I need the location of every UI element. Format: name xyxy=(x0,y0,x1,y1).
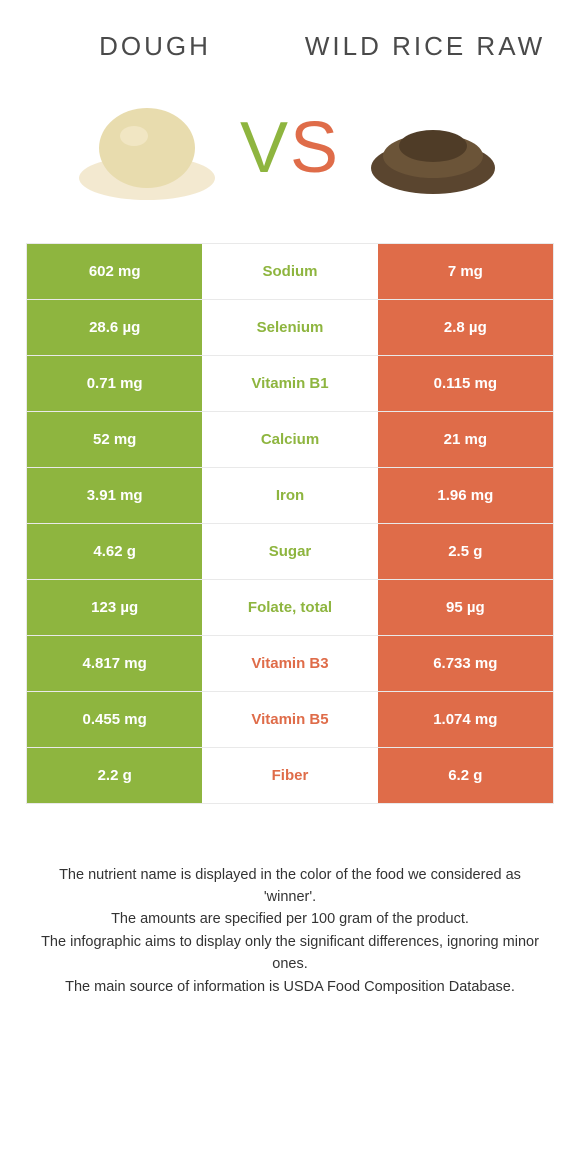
table-row: 602 mgSodium7 mg xyxy=(27,244,553,300)
table-row: 28.6 µgSelenium2.8 µg xyxy=(27,300,553,356)
nutrient-label-cell: Vitamin B1 xyxy=(202,356,377,411)
footer-line: The amounts are specified per 100 gram o… xyxy=(35,908,545,930)
left-value-cell: 602 mg xyxy=(27,244,202,299)
left-food-title: Dough xyxy=(20,30,290,63)
table-row: 0.455 mgVitamin B51.074 mg xyxy=(27,692,553,748)
left-value-cell: 0.455 mg xyxy=(27,692,202,747)
table-row: 4.817 mgVitamin B36.733 mg xyxy=(27,636,553,692)
footer-notes: The nutrient name is displayed in the co… xyxy=(35,864,545,999)
right-value-cell: 0.115 mg xyxy=(378,356,553,411)
left-value-cell: 4.62 g xyxy=(27,524,202,579)
nutrient-label-cell: Sodium xyxy=(202,244,377,299)
left-value-cell: 28.6 µg xyxy=(27,300,202,355)
footer-line: The main source of information is USDA F… xyxy=(35,976,545,998)
table-row: 2.2 gFiber6.2 g xyxy=(27,748,553,804)
left-value-cell: 3.91 mg xyxy=(27,468,202,523)
right-value-cell: 7 mg xyxy=(378,244,553,299)
nutrient-label-cell: Selenium xyxy=(202,300,377,355)
nutrient-label-cell: Fiber xyxy=(202,748,377,803)
right-value-cell: 1.96 mg xyxy=(378,468,553,523)
right-value-cell: 2.8 µg xyxy=(378,300,553,355)
vs-label: VS xyxy=(240,107,340,189)
right-food-title: Wild Rice Raw xyxy=(290,30,560,63)
left-value-cell: 52 mg xyxy=(27,412,202,467)
left-value-cell: 4.817 mg xyxy=(27,636,202,691)
table-row: 52 mgCalcium21 mg xyxy=(27,412,553,468)
vs-row: VS xyxy=(0,73,580,243)
left-value-cell: 123 µg xyxy=(27,580,202,635)
footer-line: The infographic aims to display only the… xyxy=(35,931,545,976)
right-value-cell: 95 µg xyxy=(378,580,553,635)
table-row: 0.71 mgVitamin B10.115 mg xyxy=(27,356,553,412)
table-row: 3.91 mgIron1.96 mg xyxy=(27,468,553,524)
nutrient-label-cell: Folate, total xyxy=(202,580,377,635)
table-row: 123 µgFolate, total95 µg xyxy=(27,580,553,636)
left-value-cell: 0.71 mg xyxy=(27,356,202,411)
right-value-cell: 1.074 mg xyxy=(378,692,553,747)
right-value-cell: 2.5 g xyxy=(378,524,553,579)
left-food-image xyxy=(72,83,222,213)
footer-line: The nutrient name is displayed in the co… xyxy=(35,864,545,909)
nutrient-label-cell: Iron xyxy=(202,468,377,523)
right-food-image xyxy=(358,83,508,213)
left-value-cell: 2.2 g xyxy=(27,748,202,803)
table-row: 4.62 gSugar2.5 g xyxy=(27,524,553,580)
header-titles: Dough Wild Rice Raw xyxy=(0,0,580,73)
nutrient-label-cell: Vitamin B5 xyxy=(202,692,377,747)
nutrient-label-cell: Vitamin B3 xyxy=(202,636,377,691)
right-value-cell: 6.2 g xyxy=(378,748,553,803)
vs-v-letter: V xyxy=(240,107,290,189)
vs-s-letter: S xyxy=(290,107,340,189)
nutrient-table: 602 mgSodium7 mg28.6 µgSelenium2.8 µg0.7… xyxy=(26,243,554,804)
nutrient-label-cell: Calcium xyxy=(202,412,377,467)
right-value-cell: 21 mg xyxy=(378,412,553,467)
right-value-cell: 6.733 mg xyxy=(378,636,553,691)
nutrient-label-cell: Sugar xyxy=(202,524,377,579)
